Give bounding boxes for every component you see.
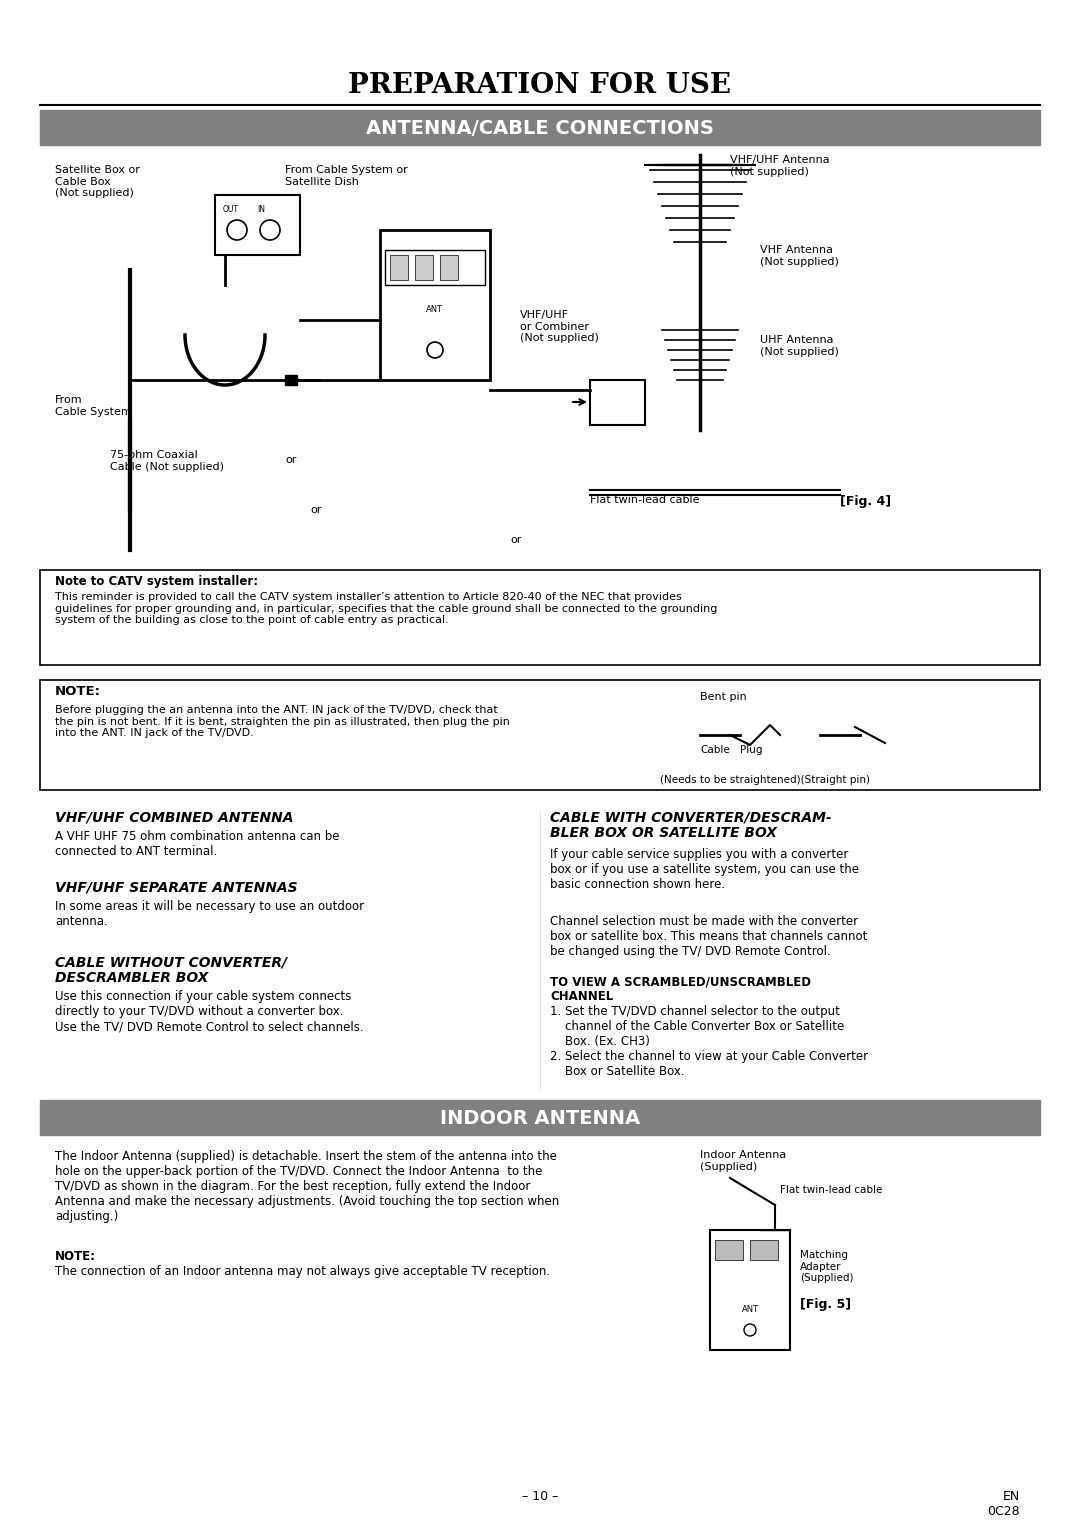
Text: Note to CATV system installer:: Note to CATV system installer:	[55, 575, 258, 588]
Text: IN: IN	[257, 205, 265, 214]
Bar	[40, 1100, 1040, 1135]
Text: [Fig. 5]: [Fig. 5]	[800, 1297, 851, 1311]
Bar	[285, 374, 297, 385]
Text: The connection of an Indoor antenna may not always give acceptable TV reception.: The connection of an Indoor antenna may …	[55, 1265, 550, 1277]
Text: UHF Antenna
(Not supplied): UHF Antenna (Not supplied)	[760, 335, 839, 356]
Bar	[750, 1241, 778, 1261]
Text: VHF/UHF SEPARATE ANTENNAS: VHF/UHF SEPARATE ANTENNAS	[55, 880, 298, 894]
Text: or: or	[510, 535, 522, 545]
Text: Indoor Antenna
(Supplied): Indoor Antenna (Supplied)	[700, 1151, 786, 1172]
Text: In some areas it will be necessary to use an outdoor
antenna.: In some areas it will be necessary to us…	[55, 900, 364, 927]
Text: Bent pin: Bent pin	[700, 692, 746, 701]
Text: INDOOR ANTENNA: INDOOR ANTENNA	[440, 1108, 640, 1128]
Bar	[590, 380, 645, 425]
Text: CABLE WITHOUT CONVERTER/
DESCRAMBLER BOX: CABLE WITHOUT CONVERTER/ DESCRAMBLER BOX	[55, 955, 287, 986]
Text: VHF Antenna
(Not supplied): VHF Antenna (Not supplied)	[760, 244, 839, 266]
Text: If your cable service supplies you with a converter
box or if you use a satellit: If your cable service supplies you with …	[550, 848, 859, 891]
Bar	[440, 255, 458, 280]
Text: A VHF UHF 75 ohm combination antenna can be
connected to ANT terminal.: A VHF UHF 75 ohm combination antenna can…	[55, 830, 339, 859]
Bar	[715, 1241, 743, 1261]
Text: VHF/UHF
or Combiner
(Not supplied): VHF/UHF or Combiner (Not supplied)	[519, 310, 599, 344]
Text: Flat twin-lead cable: Flat twin-lead cable	[780, 1186, 882, 1195]
Text: – 10 –: – 10 –	[522, 1490, 558, 1504]
Text: From Cable System or
Satellite Dish: From Cable System or Satellite Dish	[285, 165, 408, 186]
Bar	[40, 680, 1040, 790]
Text: 1. Set the TV/DVD channel selector to the output
    channel of the Cable Conver: 1. Set the TV/DVD channel selector to th…	[550, 1005, 868, 1077]
Bar	[40, 570, 1040, 665]
Text: ANT: ANT	[742, 1305, 758, 1314]
Text: ANTENNA/CABLE CONNECTIONS: ANTENNA/CABLE CONNECTIONS	[366, 119, 714, 138]
Text: (Needs to be straightened)(Straight pin): (Needs to be straightened)(Straight pin)	[660, 775, 870, 785]
Text: NOTE:: NOTE:	[55, 685, 102, 698]
Text: Flat twin-lead cable: Flat twin-lead cable	[590, 495, 700, 504]
Text: Before plugging the an antenna into the ANT. IN jack of the TV/DVD, check that
t: Before plugging the an antenna into the …	[55, 704, 510, 738]
Text: or: or	[285, 455, 296, 465]
Bar	[415, 255, 433, 280]
Text: CABLE WITH CONVERTER/DESCRAM-
BLER BOX OR SATELLITE BOX: CABLE WITH CONVERTER/DESCRAM- BLER BOX O…	[550, 810, 832, 840]
Text: TO VIEW A SCRAMBLED/UNSCRAMBLED
CHANNEL: TO VIEW A SCRAMBLED/UNSCRAMBLED CHANNEL	[550, 975, 811, 1002]
Text: 75-ohm Coaxial
Cable (Not supplied): 75-ohm Coaxial Cable (Not supplied)	[110, 451, 224, 472]
Text: From
Cable System: From Cable System	[55, 396, 132, 417]
Text: Plug: Plug	[740, 746, 762, 755]
Text: Use this connection if your cable system connects
directly to your TV/DVD withou: Use this connection if your cable system…	[55, 990, 364, 1033]
Text: This reminder is provided to call the CATV system installer’s attention to Artic: This reminder is provided to call the CA…	[55, 591, 717, 625]
Text: OUT: OUT	[222, 205, 239, 214]
Text: Satellite Box or
Cable Box
(Not supplied): Satellite Box or Cable Box (Not supplied…	[55, 165, 140, 199]
Text: VHF/UHF COMBINED ANTENNA: VHF/UHF COMBINED ANTENNA	[55, 810, 294, 824]
Bar	[40, 110, 1040, 145]
Text: ANT: ANT	[427, 306, 444, 313]
Text: or: or	[310, 504, 322, 515]
Text: Cable: Cable	[700, 746, 730, 755]
Text: PREPARATION FOR USE: PREPARATION FOR USE	[349, 72, 731, 98]
Bar	[380, 231, 490, 380]
Text: [Fig. 4]: [Fig. 4]	[840, 495, 891, 507]
Text: Channel selection must be made with the converter
box or satellite box. This mea: Channel selection must be made with the …	[550, 915, 867, 958]
Bar	[384, 251, 485, 286]
Bar	[710, 1230, 789, 1351]
Text: EN
0C28: EN 0C28	[987, 1490, 1020, 1517]
Text: VHF/UHF Antenna
(Not supplied): VHF/UHF Antenna (Not supplied)	[730, 154, 829, 177]
Text: Matching
Adapter
(Supplied): Matching Adapter (Supplied)	[800, 1250, 853, 1284]
Text: NOTE:: NOTE:	[55, 1250, 96, 1264]
Bar	[390, 255, 408, 280]
Text: The Indoor Antenna (supplied) is detachable. Insert the stem of the antenna into: The Indoor Antenna (supplied) is detacha…	[55, 1151, 559, 1222]
Bar	[215, 196, 300, 255]
